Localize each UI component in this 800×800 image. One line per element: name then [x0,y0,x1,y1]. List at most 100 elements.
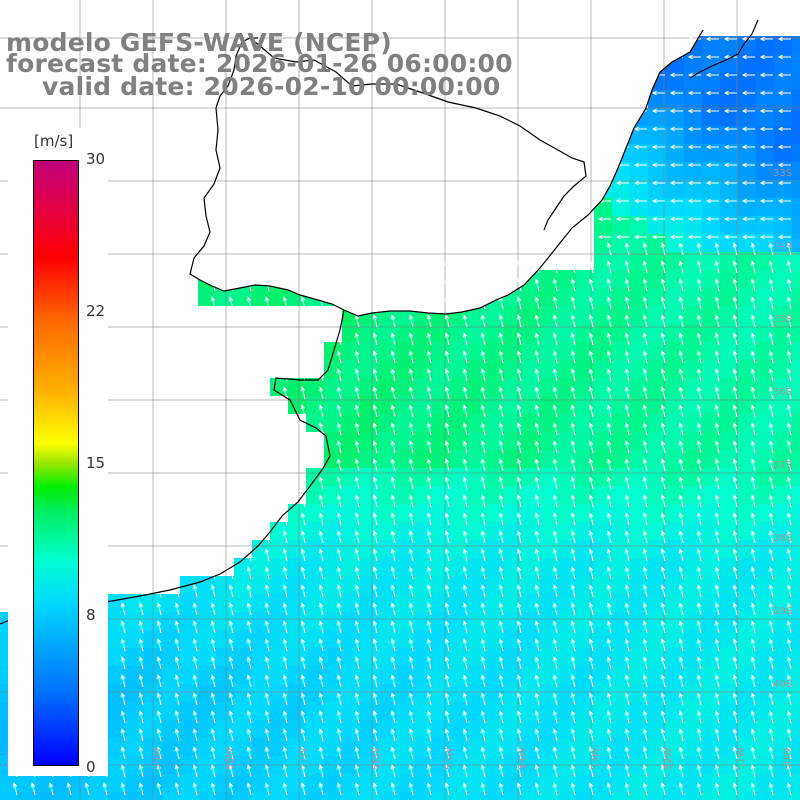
wind-arrow [705,180,719,186]
field-cell [774,594,792,612]
wind-arrow [480,494,486,508]
wind-arrow [408,764,414,778]
wind-arrow [660,368,666,382]
field-cell [522,486,540,504]
wind-arrow [687,162,701,168]
wind-arrow [318,386,324,400]
field-cell [666,612,684,630]
wind-arrow [462,296,468,310]
wind-arrow [174,764,180,778]
wind-arrow [678,530,684,544]
wind-arrow [714,476,720,490]
wind-arrow [606,350,612,364]
wind-arrow [138,728,144,742]
wind-arrow [660,278,666,292]
field-cell [360,324,378,342]
field-cell [540,342,558,360]
wind-arrow [768,296,774,310]
wind-arrow [372,404,378,418]
field-cell [630,360,648,378]
wind-arrow [732,530,738,544]
wind-arrow [633,108,647,114]
wind-arrow [759,126,773,132]
field-cell [540,648,558,666]
field-cell [252,702,270,720]
field-cell [162,648,180,666]
field-cell [180,648,198,666]
field-cell [576,306,594,324]
wind-arrow [390,638,396,652]
field-cell [792,252,800,270]
wind-arrow [660,260,666,274]
field-cell [558,324,576,342]
wind-arrow [390,476,396,490]
field-cell [450,414,468,432]
field-cell [720,666,738,684]
field-cell [774,90,792,108]
wind-arrow [642,386,648,400]
wind-arrow [444,710,450,724]
field-cell [486,342,504,360]
wind-arrow [606,296,612,310]
field-cell [342,792,360,800]
wind-arrow [786,638,792,652]
wind-arrow [570,368,576,382]
field-cell [792,180,800,198]
wind-arrow [768,422,774,436]
field-cell [738,144,756,162]
wind-arrow [372,530,378,544]
field-cell [612,720,630,738]
wind-arrow [300,566,306,580]
coastline-path [189,29,704,317]
field-cell [792,522,800,540]
wind-arrow [408,674,414,688]
field-cell [468,378,486,396]
field-cell [630,270,648,288]
wind-arrow [714,512,720,526]
field-cell [792,450,800,468]
wind-arrow [678,296,684,310]
wind-arrow [264,746,270,760]
wind-arrow [426,548,432,562]
field-cell [522,504,540,522]
wind-arrow [408,620,414,634]
wind-arrow [714,620,720,634]
field-cell [648,324,666,342]
wind-arrow [786,494,792,508]
field-cell [414,702,432,720]
field-cell [792,216,800,234]
wind-arrow [624,602,630,616]
wind-arrow [408,278,414,292]
colorbar-tick-0: 0 [86,758,96,776]
field-cell [324,774,342,792]
wind-arrow [300,386,306,400]
field-cell [396,702,414,720]
longitude-label: 53W [590,747,601,770]
field-cell [594,630,612,648]
field-cell [468,774,486,792]
field-cell [738,720,756,738]
field-cell [648,126,666,144]
wind-arrow [624,584,630,598]
field-cell [720,108,738,126]
wind-arrow [786,710,792,724]
field-cell [180,666,198,684]
wind-arrow [480,476,486,490]
field-cell [774,252,792,270]
field-cell [558,612,576,630]
field-cell [234,720,252,738]
wind-arrow [723,108,737,114]
field-cell [684,414,702,432]
field-cell [630,414,648,432]
field-cell [126,684,144,702]
field-cell [360,720,378,738]
wind-arrow [786,476,792,490]
field-cell [540,378,558,396]
field-cell [684,378,702,396]
wind-arrow [498,728,504,742]
field-cell [684,720,702,738]
wind-arrow [516,476,522,490]
wind-arrow [624,476,630,490]
field-cell [720,234,738,252]
wind-arrow [759,36,773,42]
